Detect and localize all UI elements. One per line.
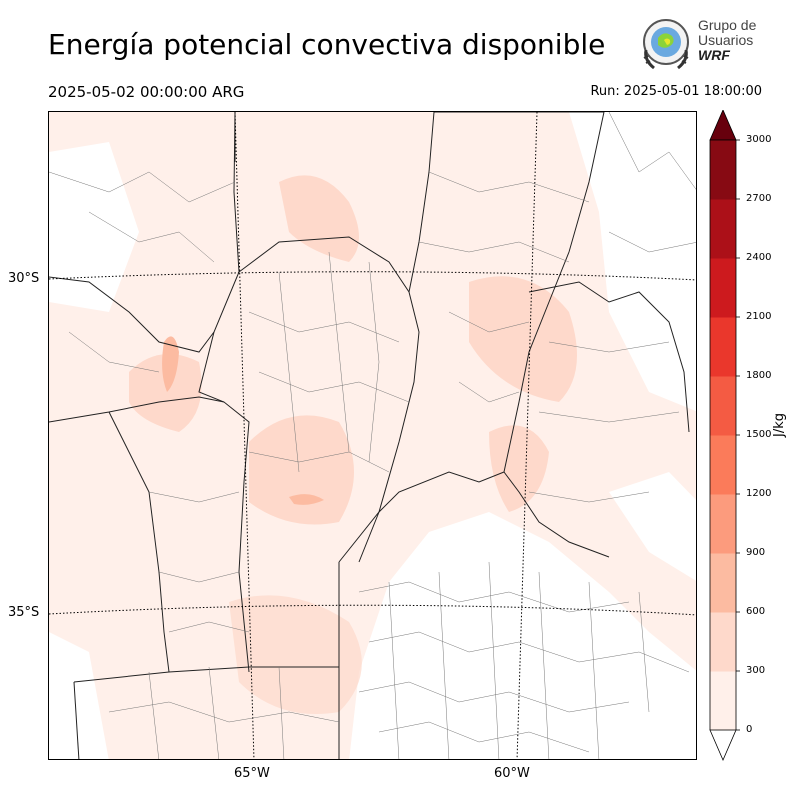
run-time-label: Run: 2025-05-01 18:00:00 [590, 84, 762, 99]
colorbar-tick-label: 2400 [746, 252, 772, 263]
cape-field-mid [249, 415, 354, 525]
lat-label-35s: 35°S [8, 605, 40, 620]
cape-white-area [349, 512, 696, 759]
colorbar-swatch [710, 199, 736, 259]
colorbar-under-triangle [709, 729, 737, 762]
lon-label-65w: 65°W [234, 766, 270, 781]
province-boundaries [49, 112, 690, 759]
logo-line-2: Usuarios [698, 32, 754, 48]
colorbar-tick-label: 3000 [746, 134, 772, 145]
colorbar-tick-label: 600 [746, 606, 766, 617]
cape-field-mid [129, 354, 202, 432]
cape-field-mid [489, 425, 549, 512]
cape-field-mid [229, 595, 362, 714]
colorbar-tick-label: 300 [746, 665, 766, 676]
cape-white-area [49, 632, 109, 759]
graticule [49, 112, 696, 759]
colorbar-tick-label: 1800 [746, 370, 772, 381]
cape-field-high [289, 494, 324, 505]
colorbar-swatch [710, 494, 736, 554]
lat-line-35s [49, 604, 696, 616]
cape-white-area [569, 112, 696, 412]
colorbar-tick-label: 2100 [746, 311, 772, 322]
lon-label-60w: 60°W [494, 766, 530, 781]
colorbar-swatch [710, 435, 736, 495]
chart-title: Energía potencial convectiva disponible [48, 28, 606, 61]
wrf-logo: Grupo de Usuarios WRF [638, 16, 788, 76]
valid-time-label: 2025-05-02 00:00:00 ARG [48, 83, 245, 101]
colorbar-swatches [709, 108, 740, 762]
colorbar-swatch [710, 140, 736, 200]
colorbar: 0 300 600 900 1200 1500 1800 2100 2400 2700 3000 [700, 108, 800, 770]
cape-field-mid [469, 276, 577, 402]
colorbar-swatch [710, 376, 736, 436]
colorbar-swatch [710, 317, 736, 377]
colorbar-swatch [710, 671, 736, 731]
colorbar-swatch [710, 553, 736, 613]
colorbar-tick-label: 1200 [746, 488, 772, 499]
colorbar-swatch [710, 258, 736, 318]
cape-white-area [49, 142, 139, 312]
colorbar-tick-label: 900 [746, 547, 766, 558]
colorbar-over-triangle [709, 108, 737, 141]
colorbar-tick-label: 2700 [746, 193, 772, 204]
colorbar-tick-label: 0 [746, 724, 753, 735]
map-panel [48, 111, 697, 760]
wrf-logo-emblem-icon [643, 19, 689, 70]
lat-label-30s: 30°S [8, 271, 40, 286]
lat-line-30s [49, 271, 696, 281]
department-boundaries [49, 112, 696, 759]
cape-map [49, 112, 696, 759]
cape-white-area [609, 472, 696, 581]
logo-line-3: WRF [698, 47, 730, 63]
colorbar-swatch [710, 612, 736, 672]
cape-field-high [162, 336, 179, 392]
colorbar-tick-label: 1500 [746, 429, 772, 440]
colorbar-label: J/kg [772, 413, 787, 437]
logo-line-1: Grupo de [698, 17, 757, 33]
